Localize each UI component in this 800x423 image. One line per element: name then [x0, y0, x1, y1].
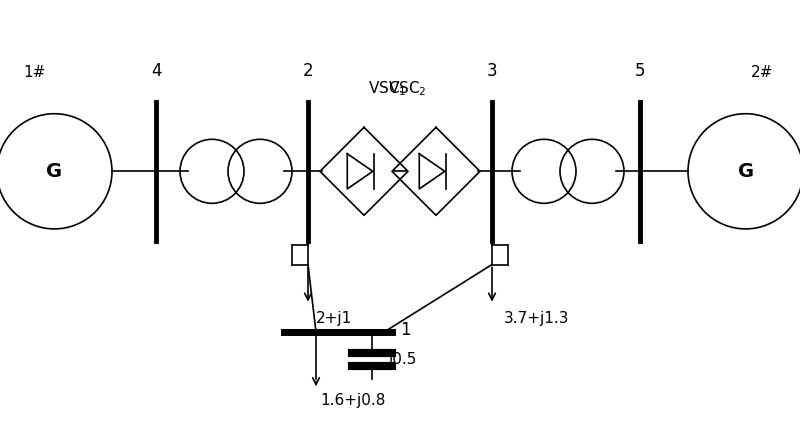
Text: VSC$_1$: VSC$_1$ [368, 79, 406, 98]
Text: G: G [46, 162, 62, 181]
Text: 3: 3 [486, 62, 498, 80]
Text: 4: 4 [150, 62, 162, 80]
Text: j0.5: j0.5 [388, 352, 416, 367]
Text: G: G [738, 162, 754, 181]
Text: 5: 5 [634, 62, 646, 80]
Text: 3.7+j1.3: 3.7+j1.3 [504, 311, 570, 326]
Text: 2: 2 [302, 62, 314, 80]
Text: 2+j1: 2+j1 [316, 311, 352, 326]
Text: VSC$_2$: VSC$_2$ [388, 79, 426, 98]
Text: 1#: 1# [23, 66, 46, 80]
Text: 2#: 2# [750, 66, 773, 80]
Text: 1: 1 [400, 321, 410, 339]
Text: 1.6+j0.8: 1.6+j0.8 [320, 393, 386, 408]
